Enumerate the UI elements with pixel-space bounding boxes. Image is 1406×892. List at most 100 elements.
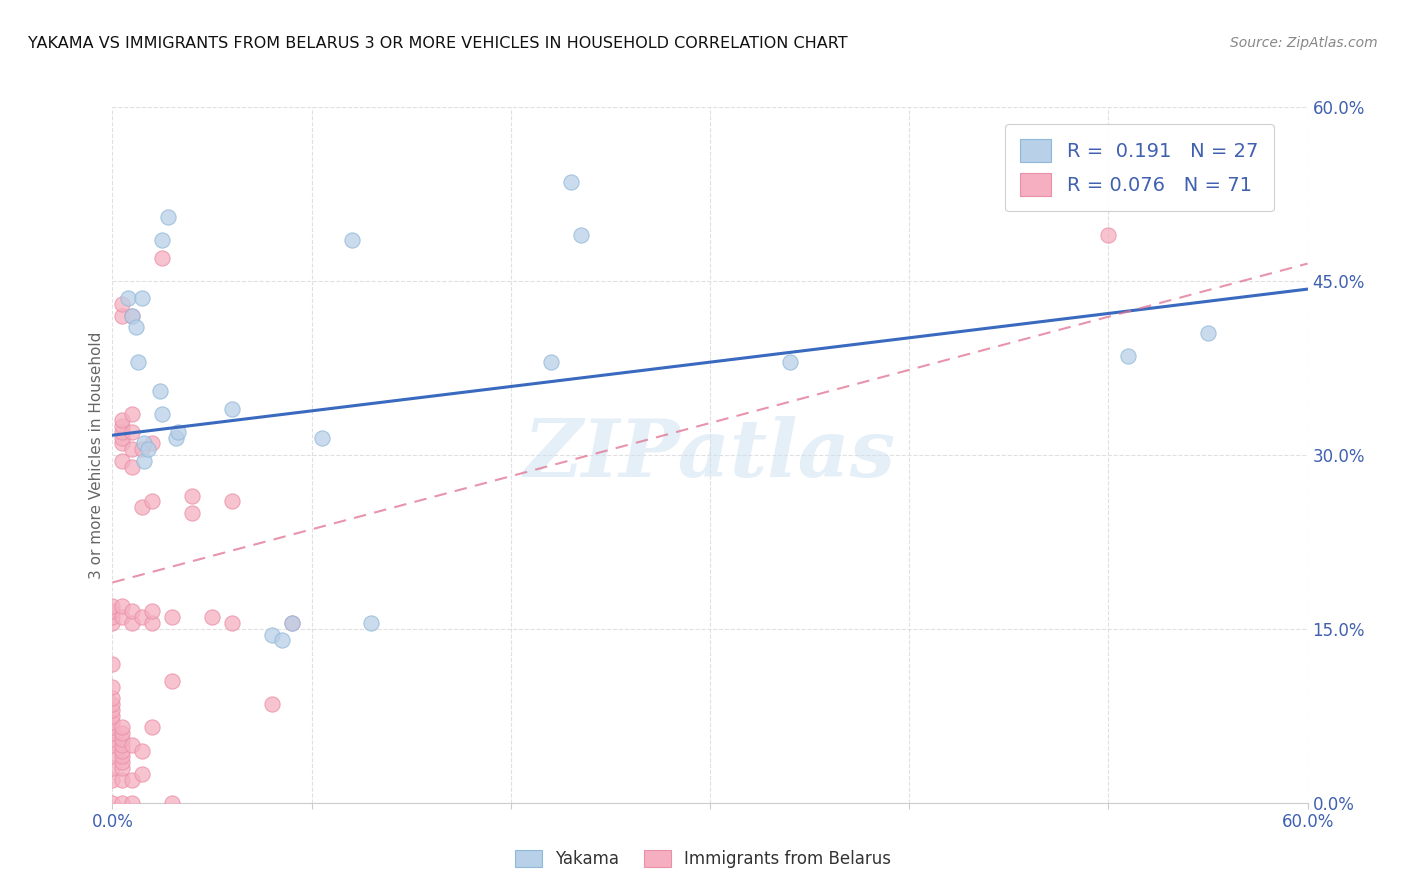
Y-axis label: 3 or more Vehicles in Household: 3 or more Vehicles in Household <box>89 331 104 579</box>
Point <box>181 489 204 503</box>
Point <box>101 691 124 706</box>
Point <box>134 436 156 450</box>
Point <box>141 615 163 630</box>
Point <box>101 599 124 613</box>
Point <box>111 761 134 775</box>
Point <box>111 413 134 427</box>
Point <box>101 698 124 712</box>
Point <box>111 309 134 323</box>
Point <box>131 744 153 758</box>
Point <box>141 436 163 450</box>
Point <box>201 610 224 624</box>
Legend: R =  0.191   N = 27, R = 0.076   N = 71: R = 0.191 N = 27, R = 0.076 N = 71 <box>1005 124 1274 211</box>
Point <box>569 227 592 242</box>
Point <box>149 384 172 398</box>
Point <box>101 761 124 775</box>
Point <box>111 436 134 450</box>
Point <box>101 708 124 723</box>
Point <box>221 401 243 416</box>
Point <box>157 210 180 224</box>
Point <box>131 500 153 514</box>
Point <box>111 418 134 433</box>
Point <box>150 251 173 265</box>
Point <box>311 430 333 444</box>
Point <box>281 615 304 630</box>
Point <box>260 628 283 642</box>
Point <box>111 738 134 752</box>
Point <box>101 772 124 787</box>
Point <box>101 703 124 717</box>
Point <box>111 453 134 467</box>
Point <box>131 442 153 456</box>
Point <box>141 605 163 619</box>
Point <box>779 355 801 369</box>
Point <box>101 610 124 624</box>
Point <box>101 726 124 740</box>
Point <box>165 430 187 444</box>
Point <box>540 355 562 369</box>
Point <box>121 615 143 630</box>
Point <box>111 599 134 613</box>
Legend: Yakama, Immigrants from Belarus: Yakama, Immigrants from Belarus <box>509 843 897 875</box>
Text: ZIPatlas: ZIPatlas <box>524 417 896 493</box>
Text: Source: ZipAtlas.com: Source: ZipAtlas.com <box>1230 36 1378 50</box>
Point <box>1097 227 1119 242</box>
Point <box>138 442 160 456</box>
Point <box>360 615 382 630</box>
Point <box>131 610 153 624</box>
Point <box>340 233 363 247</box>
Point <box>111 744 134 758</box>
Point <box>117 291 139 305</box>
Point <box>111 610 134 624</box>
Point <box>167 425 190 439</box>
Point <box>270 633 292 648</box>
Point <box>127 355 149 369</box>
Point <box>101 796 124 810</box>
Point <box>111 749 134 764</box>
Point <box>101 721 124 735</box>
Point <box>111 796 134 810</box>
Point <box>111 726 134 740</box>
Point <box>111 430 134 444</box>
Point <box>101 615 124 630</box>
Point <box>111 425 134 439</box>
Point <box>121 309 143 323</box>
Point <box>121 605 143 619</box>
Point <box>101 738 124 752</box>
Point <box>111 772 134 787</box>
Point <box>111 755 134 769</box>
Point <box>101 657 124 671</box>
Point <box>121 738 143 752</box>
Point <box>150 233 173 247</box>
Point <box>162 610 183 624</box>
Point <box>221 615 243 630</box>
Point <box>121 796 143 810</box>
Point <box>111 297 134 311</box>
Point <box>221 494 243 508</box>
Point <box>101 749 124 764</box>
Point <box>260 698 283 712</box>
Point <box>150 407 173 421</box>
Point <box>162 796 183 810</box>
Point <box>121 309 143 323</box>
Point <box>141 721 163 735</box>
Point <box>162 674 183 689</box>
Point <box>141 494 163 508</box>
Point <box>111 731 134 746</box>
Text: YAKAMA VS IMMIGRANTS FROM BELARUS 3 OR MORE VEHICLES IN HOUSEHOLD CORRELATION CH: YAKAMA VS IMMIGRANTS FROM BELARUS 3 OR M… <box>28 36 848 51</box>
Point <box>111 721 134 735</box>
Point <box>131 766 153 781</box>
Point <box>1197 326 1219 340</box>
Point <box>125 320 148 334</box>
Point <box>134 453 156 467</box>
Point <box>121 459 143 474</box>
Point <box>101 714 124 729</box>
Point <box>281 615 304 630</box>
Point <box>121 442 143 456</box>
Point <box>101 680 124 694</box>
Point <box>101 731 124 746</box>
Point <box>181 506 204 520</box>
Point <box>131 291 153 305</box>
Point <box>121 425 143 439</box>
Point <box>121 407 143 421</box>
